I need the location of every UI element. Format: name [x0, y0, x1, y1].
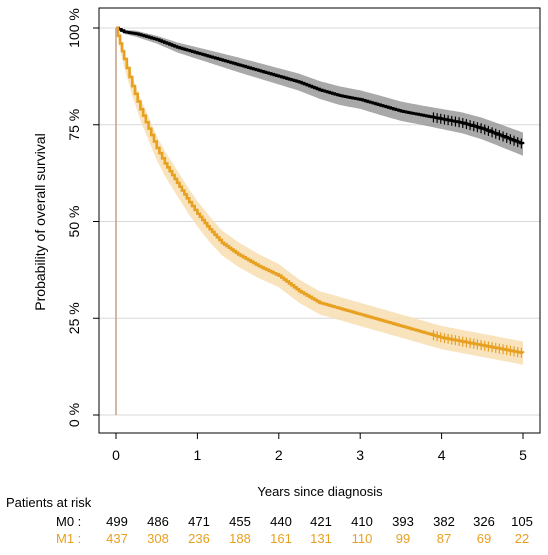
x-tick-label-5: 5	[519, 447, 527, 463]
censor-marks-m1	[432, 330, 522, 358]
risk-value: 382	[433, 514, 455, 529]
x-tick-label-3: 3	[356, 447, 364, 463]
confidence-bands	[116, 28, 523, 365]
x-tick-label-1: 1	[194, 447, 202, 463]
risk-table-title: Patients at risk	[6, 495, 92, 510]
x-axis-label: Years since diagnosis	[257, 484, 383, 499]
risk-value: 486	[147, 514, 169, 529]
risk-value: 437	[106, 531, 128, 546]
risk-value: 188	[229, 531, 251, 546]
plot-frame	[98, 7, 541, 434]
risk-value: 105	[511, 514, 533, 529]
x-tick-label-4: 4	[438, 447, 446, 463]
risk-value: 440	[270, 514, 292, 529]
risk-value: 22	[515, 531, 529, 546]
x-tick-label-0: 0	[112, 447, 120, 463]
y-tick-label-100: 100 %	[66, 8, 82, 48]
risk-value: 410	[351, 514, 373, 529]
risk-value: 326	[473, 514, 495, 529]
risk-row-label-0: M0 :	[56, 514, 81, 529]
risk-value: 455	[229, 514, 251, 529]
risk-value: 161	[270, 531, 292, 546]
censor-marks-m0	[432, 112, 522, 149]
x-tick-label-2: 2	[275, 447, 283, 463]
risk-value: 308	[147, 531, 169, 546]
risk-value: 69	[477, 531, 491, 546]
risk-table: M0 : 499 486 471 455 440 421 410 393 382 326 105 M1 …	[56, 514, 533, 546]
survival-curves	[115, 26, 525, 415]
ci-band-m1	[116, 28, 523, 365]
y-axis-label: Probability of overall survival	[32, 133, 48, 310]
risk-value: 99	[396, 531, 410, 546]
y-tick-label-0: 0 %	[66, 403, 82, 427]
risk-value: 236	[188, 531, 210, 546]
y-tick-label-75: 75 %	[66, 109, 82, 141]
risk-row-label-1: M1 :	[56, 531, 81, 546]
risk-value: 499	[106, 514, 128, 529]
risk-value: 421	[310, 514, 332, 529]
risk-value: 87	[437, 531, 451, 546]
y-tick-label-50: 50 %	[66, 206, 82, 238]
risk-value: 471	[188, 514, 210, 529]
axes: 0 1 2 3 4 50 %25 %50 %75 %100 %	[66, 7, 541, 463]
risk-value: 110	[352, 531, 373, 546]
risk-value: 131	[310, 531, 332, 546]
y-tick-label-25: 25 %	[66, 302, 82, 334]
risk-value: 393	[392, 514, 414, 529]
